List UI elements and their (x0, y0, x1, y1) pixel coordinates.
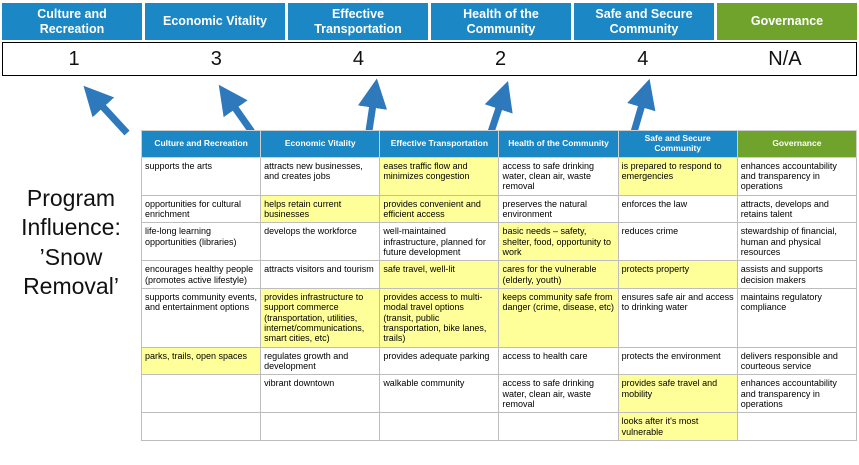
matrix-cell: enforces the law (617, 194, 738, 224)
matrix-header-health: Health of the Community (498, 130, 619, 158)
matrix-header-safe: Safe and Secure Community (617, 130, 738, 158)
matrix-cell: protects the environment (617, 346, 738, 376)
matrix-cell: keeps community safe from danger (crime,… (498, 287, 619, 348)
influence-matrix-wrap: Culture and Recreation Economic Vitality… (140, 130, 858, 442)
matrix-cell: walkable community (379, 374, 500, 414)
matrix-header-economic: Economic Vitality (260, 130, 381, 158)
matrix-cell: life-long learning opportunities (librar… (140, 222, 262, 262)
matrix-cell-empty (736, 412, 858, 442)
matrix-header-culture: Culture and Recreation (140, 130, 262, 158)
score-safe: 4 (637, 47, 649, 70)
matrix-row-1: supports the arts attracts new businesses… (140, 156, 858, 196)
matrix-cell-empty (379, 412, 500, 442)
score-governance: N/A (768, 47, 802, 70)
score-health: 2 (495, 47, 507, 70)
arrow-icon-5 (627, 78, 656, 133)
matrix-row-7: vibrant downtown walkable community access… (140, 374, 858, 414)
matrix-cell: cares for the vulnerable (elderly, youth… (498, 260, 619, 289)
matrix-cell: helps retain current businesses (260, 194, 381, 224)
matrix-cell: well-maintained infrastructure, planned … (379, 222, 500, 262)
matrix-cell-empty (140, 412, 262, 442)
matrix-cell: reduces crime (617, 222, 738, 262)
arrow-icon-2 (218, 84, 255, 135)
category-header-governance: Governance (717, 3, 857, 40)
matrix-cell: access to safe drinking water, clean air… (498, 374, 619, 414)
matrix-cell: enhances accountability and transparency… (736, 374, 858, 414)
matrix-cell: supports community events, and entertain… (140, 287, 262, 348)
score-row: 1 3 4 2 4 N/A (2, 42, 857, 76)
matrix-cell: attracts visitors and tourism (260, 260, 381, 289)
matrix-cell: access to safe drinking water, clean air… (498, 156, 619, 196)
matrix-cell: attracts new businesses, and creates job… (260, 156, 381, 196)
matrix-row-4: encourages healthy people (promotes acti… (140, 260, 858, 289)
matrix-body: supports the arts attracts new businesses… (140, 156, 858, 442)
matrix-cell: assists and supports decision makers (736, 260, 858, 289)
matrix-header-transportation: Effective Transportation (379, 130, 500, 158)
matrix-cell: eases traffic flow and minimizes congest… (379, 156, 500, 196)
category-header-culture: Culture and Recreation (2, 3, 142, 40)
matrix-cell: looks after it's most vulnerable (617, 412, 738, 442)
arrow-icon-1 (83, 85, 130, 136)
matrix-cell: provides infrastructure to support comme… (260, 287, 381, 348)
matrix-cell: stewardship of financial, human and phys… (736, 222, 858, 262)
matrix-cell: regulates growth and development (260, 346, 381, 376)
matrix-cell: provides convenient and efficient access (379, 194, 500, 224)
matrix-cell: delivers responsible and courteous servi… (736, 346, 858, 376)
category-header-row: Culture and Recreation Economic Vitality… (2, 3, 857, 40)
matrix-cell: develops the workforce (260, 222, 381, 262)
score-culture: 1 (68, 47, 80, 70)
matrix-row-6: parks, trails, open spaces regulates grow… (140, 346, 858, 376)
matrix-cell: preserves the natural environment (498, 194, 619, 224)
matrix-cell-empty (140, 374, 262, 414)
matrix-cell-empty (498, 412, 619, 442)
category-header-economic: Economic Vitality (145, 3, 285, 40)
matrix-cell: parks, trails, open spaces (140, 346, 262, 376)
matrix-cell: provides safe travel and mobility (617, 374, 738, 414)
matrix-cell: protects property (617, 260, 738, 289)
matrix-cell-empty (260, 412, 381, 442)
matrix-cell: maintains regulatory compliance (736, 287, 858, 348)
arrow-icon-3 (357, 78, 388, 132)
matrix-row-2: opportunities for cultural enrichment hel… (140, 194, 858, 224)
arrow-icon-4 (484, 81, 513, 134)
matrix-cell: opportunities for cultural enrichment (140, 194, 262, 224)
matrix-header-governance: Governance (736, 130, 858, 158)
score-economic: 3 (210, 47, 222, 70)
matrix-cell: access to health care (498, 346, 619, 376)
matrix-cell: vibrant downtown (260, 374, 381, 414)
matrix-row-3: life-long learning opportunities (librar… (140, 222, 858, 262)
matrix-cell: provides adequate parking (379, 346, 500, 376)
score-transportation: 4 (352, 47, 364, 70)
program-influence-label: Program Influence: ’Snow Removal’ (21, 185, 121, 300)
matrix-cell: supports the arts (140, 156, 262, 196)
matrix-cell: provides access to multi-modal travel op… (379, 287, 500, 348)
matrix-cell: basic needs – safety, shelter, food, opp… (498, 222, 619, 262)
category-header-health: Health of the Community (431, 3, 571, 40)
matrix-row-8: looks after it's most vulnerable (140, 412, 858, 442)
matrix-cell: safe travel, well-lit (379, 260, 500, 289)
influence-matrix: Culture and Recreation Economic Vitality… (140, 130, 858, 442)
matrix-cell: ensures safe air and access to drinking … (617, 287, 738, 348)
matrix-cell: enhances accountability and transparency… (736, 156, 858, 196)
matrix-header-row: Culture and Recreation Economic Vitality… (140, 130, 858, 158)
matrix-row-5: supports community events, and entertain… (140, 287, 858, 348)
matrix-cell: encourages healthy people (promotes acti… (140, 260, 262, 289)
matrix-cell: is prepared to respond to emergencies (617, 156, 738, 196)
category-header-transportation: Effective Transportation (288, 3, 428, 40)
matrix-cell: attracts, develops and retains talent (736, 194, 858, 224)
category-header-safe: Safe and Secure Community (574, 3, 714, 40)
